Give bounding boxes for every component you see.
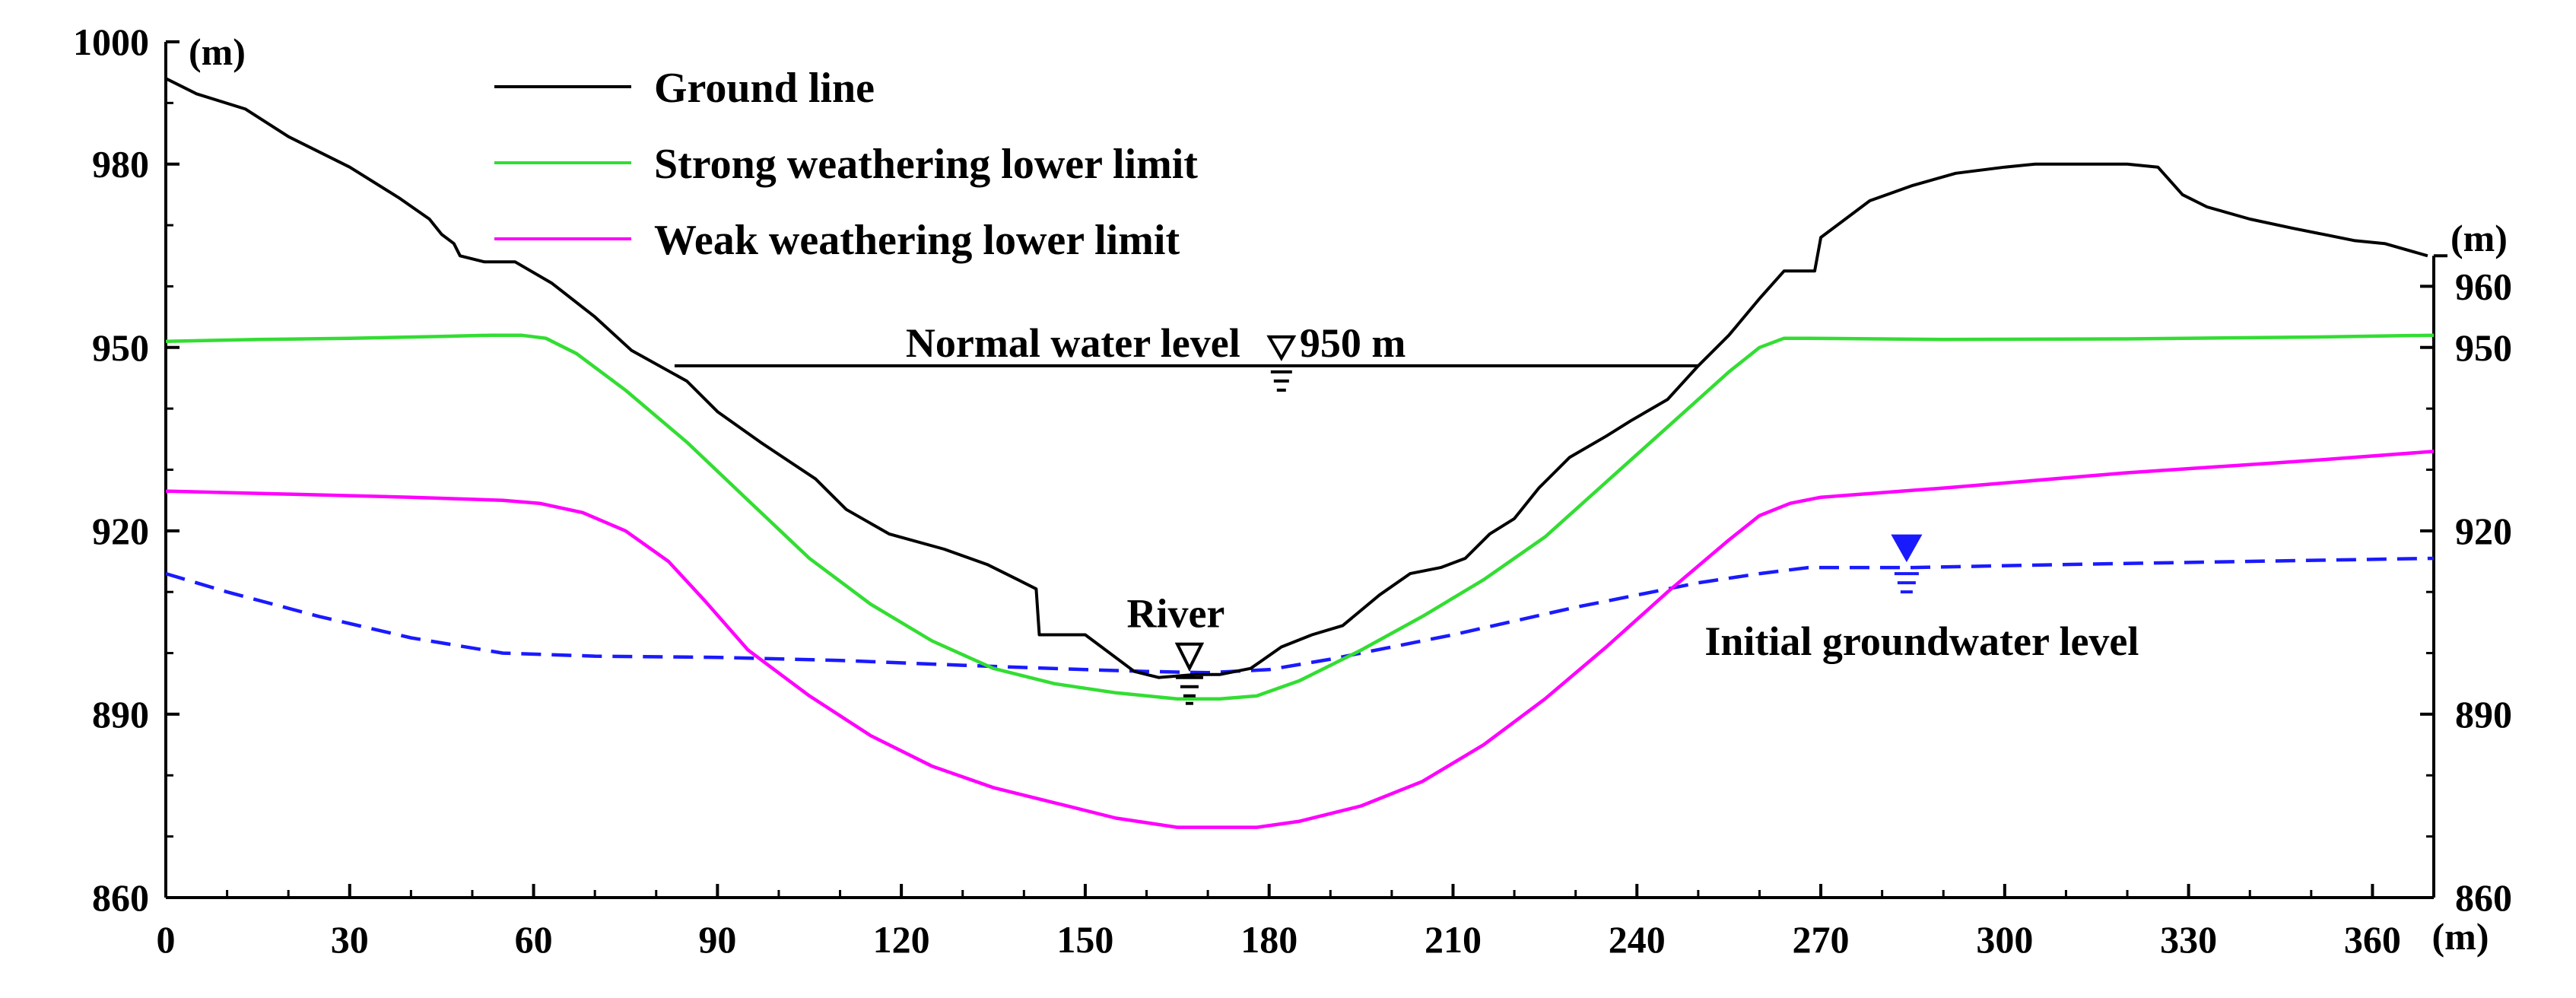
x-tick-label: 330 bbox=[2160, 918, 2217, 961]
legend-label: Strong weathering lower limit bbox=[654, 141, 1198, 188]
y-left-tick-label: 920 bbox=[92, 510, 149, 552]
water-level-triangle-icon bbox=[1266, 335, 1297, 361]
series-line-strong-weathering-lower-limit bbox=[165, 333, 2435, 701]
annotation-layer: Normal water level 950 m River Initial grou… bbox=[674, 320, 2139, 705]
x-tick-label: 120 bbox=[873, 918, 930, 961]
x-axis-unit: (m) bbox=[2432, 915, 2489, 958]
normal-water-level-label: Normal water level bbox=[906, 320, 1240, 366]
series-line-initial-groundwater-level bbox=[165, 556, 2435, 675]
legend-label: Weak weathering lower limit bbox=[654, 217, 1180, 264]
x-tick-label: 240 bbox=[1609, 918, 1666, 961]
y-left-unit: (m) bbox=[189, 30, 246, 73]
x-tick-label: 150 bbox=[1056, 918, 1113, 961]
x-tick-label: 270 bbox=[1793, 918, 1850, 961]
y-left-tick-label: 1000 bbox=[73, 21, 149, 63]
legend: Ground line Strong weathering lower limit… bbox=[494, 65, 1198, 264]
x-tick-label: 300 bbox=[1976, 918, 2033, 961]
y-right-unit: (m) bbox=[2451, 217, 2508, 259]
legend-label: Ground line bbox=[654, 65, 875, 112]
y-right-tick-label: 920 bbox=[2455, 510, 2512, 552]
x-tick-label: 60 bbox=[515, 918, 553, 961]
y-right-tick-label: 860 bbox=[2455, 876, 2512, 919]
series-layer bbox=[165, 77, 2435, 829]
y-right-tick-label: 960 bbox=[2455, 265, 2512, 307]
x-tick-label: 360 bbox=[2344, 918, 2401, 961]
y-left-tick-label: 950 bbox=[92, 326, 149, 369]
groundwater-triangle-icon bbox=[1891, 534, 1923, 563]
axes: 0 30 60 90 120 150 180 210 240 270 300 330 360 (m)860… bbox=[73, 21, 2512, 961]
y-right-tick-label: 950 bbox=[2455, 326, 2512, 369]
x-tick-label: 0 bbox=[157, 918, 176, 961]
x-tick-label: 180 bbox=[1240, 918, 1298, 961]
series-line-ground-line bbox=[165, 77, 2428, 679]
x-tick-label: 90 bbox=[698, 918, 736, 961]
normal-water-level-value: 950 m bbox=[1300, 320, 1406, 366]
series-line-weak-weathering-lower-limit bbox=[165, 450, 2435, 829]
y-left-tick-label: 890 bbox=[92, 693, 149, 736]
river-triangle-icon bbox=[1174, 642, 1205, 672]
y-right-tick-label: 890 bbox=[2455, 693, 2512, 736]
x-tick-label: 210 bbox=[1425, 918, 1482, 961]
x-tick-label: 30 bbox=[331, 918, 369, 961]
y-left-tick-label: 980 bbox=[92, 143, 149, 186]
y-left-tick-label: 860 bbox=[92, 876, 149, 919]
river-label: River bbox=[1126, 591, 1224, 637]
initial-groundwater-level-label: Initial groundwater level bbox=[1704, 618, 2139, 664]
